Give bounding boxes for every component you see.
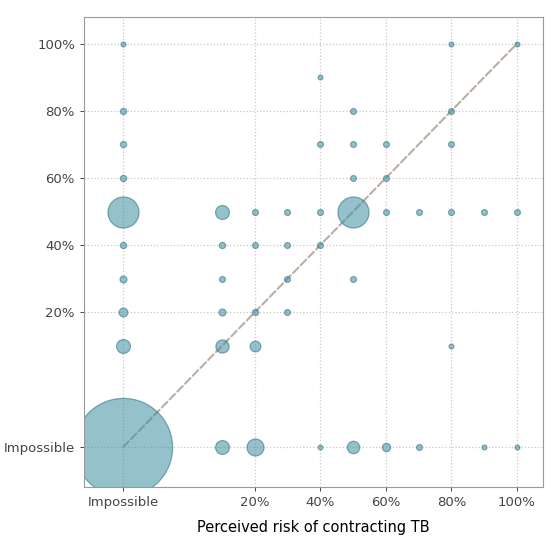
Point (480, 442, 489, 451)
Point (250, 241, 259, 250)
Point (119, 207, 128, 216)
Point (217, 241, 226, 250)
Point (119, 174, 128, 183)
Point (119, 140, 128, 149)
Point (119, 274, 128, 283)
Point (119, 442, 128, 451)
Point (119, 39, 128, 48)
Point (381, 442, 390, 451)
X-axis label: Perceived risk of contracting TB: Perceived risk of contracting TB (197, 520, 430, 535)
Point (480, 207, 489, 216)
Point (447, 106, 456, 115)
Point (348, 174, 357, 183)
Point (447, 342, 456, 351)
Point (447, 207, 456, 216)
Point (250, 442, 259, 451)
Point (348, 106, 357, 115)
Point (348, 140, 357, 149)
Point (119, 342, 128, 351)
Point (250, 207, 259, 216)
Point (316, 207, 325, 216)
Point (316, 442, 325, 451)
Point (250, 308, 259, 317)
Point (512, 442, 521, 451)
Point (381, 207, 390, 216)
Point (348, 442, 357, 451)
Point (119, 308, 128, 317)
Point (217, 308, 226, 317)
Point (250, 342, 259, 351)
Point (217, 207, 226, 216)
Point (119, 241, 128, 250)
Point (512, 207, 521, 216)
Point (348, 207, 357, 216)
Point (119, 106, 128, 115)
Point (316, 73, 325, 82)
Point (283, 308, 292, 317)
Point (217, 342, 226, 351)
Point (283, 274, 292, 283)
Point (414, 442, 423, 451)
Point (414, 207, 423, 216)
Point (283, 241, 292, 250)
Point (217, 274, 226, 283)
Point (283, 207, 292, 216)
Point (217, 442, 226, 451)
Point (316, 241, 325, 250)
Point (447, 39, 456, 48)
Point (381, 140, 390, 149)
Point (512, 39, 521, 48)
Point (447, 140, 456, 149)
Point (381, 174, 390, 183)
Point (316, 140, 325, 149)
Point (348, 274, 357, 283)
